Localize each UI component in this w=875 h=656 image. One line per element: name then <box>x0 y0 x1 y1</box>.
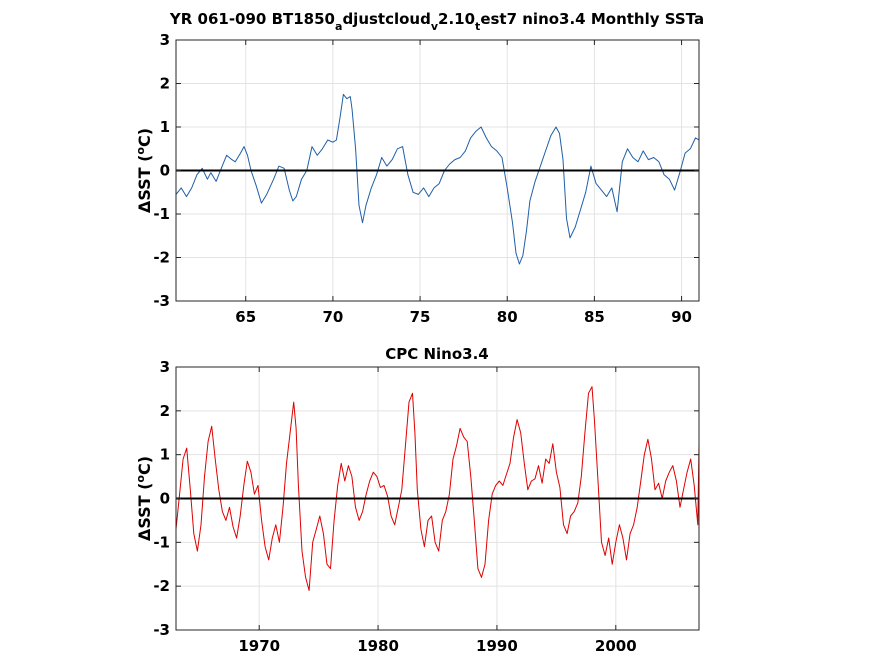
y-axis-label-superscript: o <box>134 475 147 483</box>
y-tick-label: 2 <box>160 402 170 420</box>
y-tick-label: 3 <box>160 358 170 376</box>
x-tick-label: 85 <box>584 308 605 326</box>
y-tick-label: -2 <box>153 577 170 595</box>
y-tick-label: -3 <box>153 621 170 639</box>
y-tick-label: -2 <box>153 249 170 267</box>
y-tick-label: -3 <box>153 292 170 310</box>
y-axis-label: ΔSST (oC) <box>134 128 154 213</box>
y-axis-label-text: ΔSST ( <box>135 483 154 542</box>
y-tick-label: 3 <box>160 31 170 49</box>
y-tick-label: -1 <box>153 205 170 223</box>
chart-panel-1: 65 70 75 80 85 90 -3 -2 -1 0 1 2 3 ΔSST (oC) YR 061-09… <box>134 10 704 326</box>
chart-title: YR 061-090 BT1850adjustcloudv2.10test7 n… <box>169 10 704 33</box>
chart-title-part: YR 061-090 BT1850 <box>169 10 335 28</box>
chart-title-part: v <box>431 20 439 33</box>
y-tick-label: 1 <box>160 118 170 136</box>
x-tick-label: 65 <box>235 308 256 326</box>
x-tick-label: 1970 <box>238 637 280 655</box>
x-tick-label: 80 <box>497 308 518 326</box>
y-tick-label: 0 <box>160 162 170 180</box>
chart-panel-2: 1970 1980 1990 2000 -3 -2 -1 0 1 2 3 ΔSST (oC) CPC N… <box>134 345 700 655</box>
x-tick-label: 2000 <box>595 637 637 655</box>
chart-title-part: a <box>335 20 342 33</box>
chart-title: CPC Nino3.4 <box>385 345 488 363</box>
chart-title-part: t <box>475 20 480 33</box>
y-axis-label-unit: C) <box>135 128 154 147</box>
y-axis-label-unit: C) <box>135 456 154 475</box>
chart-title-part: 2.10 <box>438 10 475 28</box>
y-tick-label: -1 <box>153 533 170 551</box>
chart-title-part: est7 nino3.4 Monthly SSTa <box>480 10 704 28</box>
x-tick-label: 75 <box>410 308 431 326</box>
y-axis-label: ΔSST (oC) <box>134 456 154 541</box>
y-axis-label-superscript: o <box>134 147 147 155</box>
x-tick-label: 90 <box>671 308 692 326</box>
chart-title-part: djustcloud <box>342 10 430 28</box>
x-tick-label: 1980 <box>357 637 399 655</box>
y-axis-label-text: ΔSST ( <box>135 155 154 214</box>
series-line-1 <box>176 93 699 265</box>
y-tick-label: 0 <box>160 490 170 508</box>
x-tick-label: 70 <box>322 308 343 326</box>
y-tick-label: 2 <box>160 75 170 93</box>
x-tick-label: 1990 <box>476 637 518 655</box>
y-tick-label: 1 <box>160 446 170 464</box>
series-line-1 <box>176 386 699 591</box>
